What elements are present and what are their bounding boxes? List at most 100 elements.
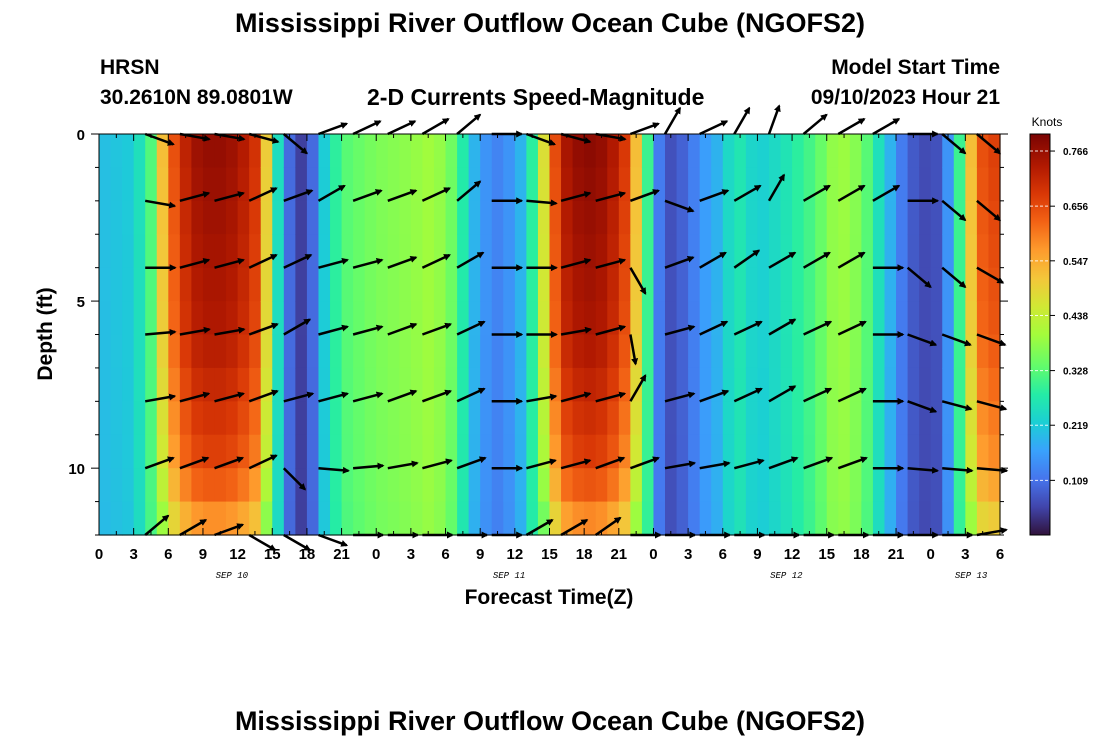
x-tick-label: 9 — [476, 546, 484, 563]
heatmap-cell — [422, 167, 435, 202]
current-vector — [699, 189, 730, 202]
heatmap-cell — [745, 134, 759, 169]
heatmap-cell — [433, 468, 447, 503]
heatmap-cell — [641, 134, 655, 169]
heatmap-cell — [433, 234, 447, 269]
heatmap-cell — [306, 267, 320, 302]
current-vector — [872, 184, 901, 202]
current-vector — [317, 184, 346, 202]
heatmap-cell — [491, 301, 504, 336]
heatmap-cell — [630, 501, 643, 536]
heatmap-cell — [468, 501, 481, 536]
heatmap-cell — [318, 200, 331, 235]
heatmap-cell — [260, 434, 273, 469]
heatmap-cell — [688, 200, 701, 235]
heatmap-cell — [549, 234, 562, 269]
heatmap-cell — [734, 134, 747, 169]
heatmap-cell — [145, 234, 158, 269]
heatmap-cell — [168, 434, 181, 469]
heatmap-cell — [930, 200, 943, 235]
heatmap-cell — [110, 367, 123, 402]
heatmap-cell — [849, 401, 862, 436]
heatmap-cell — [757, 501, 770, 536]
heatmap-cell — [237, 468, 250, 503]
heatmap-cell — [745, 367, 759, 402]
heatmap-cell — [699, 200, 712, 235]
heatmap-cell — [942, 334, 955, 369]
heatmap-cell — [410, 501, 424, 536]
heatmap-cell — [965, 167, 978, 202]
heatmap-cell — [792, 234, 805, 269]
heatmap-cell — [249, 468, 262, 503]
footer-title: Mississippi River Outflow Ocean Cube (NG… — [234, 706, 866, 736]
current-vector — [352, 462, 385, 470]
heatmap-cell — [988, 167, 1001, 202]
heatmap-cell — [283, 234, 296, 269]
heatmap-cell — [849, 468, 862, 503]
heatmap-cell — [318, 367, 331, 402]
current-vector — [214, 391, 245, 403]
heatmap-cell — [433, 134, 447, 169]
heatmap-cell — [919, 134, 932, 169]
heatmap-cell — [99, 234, 112, 269]
heatmap-cell — [815, 234, 828, 269]
heatmap-cell — [861, 134, 874, 169]
heatmap-cell — [688, 468, 701, 503]
heatmap-cell — [457, 301, 470, 336]
current-vector — [456, 251, 485, 269]
heatmap-cell — [237, 234, 250, 269]
heatmap-cell — [514, 267, 527, 302]
heatmap-cell — [653, 334, 666, 369]
current-vector — [283, 253, 313, 269]
heatmap-cell — [595, 367, 608, 402]
heatmap-cell — [457, 334, 470, 369]
heatmap-cell — [202, 501, 216, 536]
heatmap-cell — [641, 367, 655, 402]
x-tick-label: 18 — [299, 546, 316, 563]
heatmap-cell — [711, 234, 724, 269]
chart-title: Mississippi River Outflow Ocean Cube (NG… — [234, 8, 866, 38]
heatmap-cell — [803, 434, 816, 469]
heatmap-cell — [665, 167, 678, 202]
heatmap-cell — [641, 267, 655, 302]
heatmap-cell — [572, 267, 585, 302]
heatmap-cell — [330, 401, 343, 436]
heatmap-cell — [780, 334, 793, 369]
current-vector — [595, 132, 627, 142]
current-vector — [456, 387, 486, 403]
heatmap-cell — [688, 234, 701, 269]
heatmap-cell — [422, 134, 435, 169]
heatmap-cell — [630, 367, 643, 402]
heatmap-cell — [353, 367, 366, 402]
heatmap-cell — [145, 367, 158, 402]
current-vector — [422, 458, 453, 470]
heatmap-cell — [919, 434, 932, 469]
heatmap-cell — [330, 367, 343, 402]
heatmap-cell — [896, 301, 909, 336]
heatmap-cell — [907, 301, 920, 336]
heatmap-cell — [330, 334, 343, 369]
heatmap-cell — [607, 501, 620, 536]
heatmap-cell — [849, 501, 862, 536]
heatmap-cell — [734, 200, 747, 235]
heatmap-cell — [376, 301, 389, 336]
current-vector — [595, 324, 627, 336]
heatmap-cell — [838, 267, 851, 302]
heatmap-cell — [699, 301, 712, 336]
heatmap-cell — [387, 401, 400, 436]
heatmap-cell — [722, 134, 735, 169]
heatmap-cell — [849, 367, 862, 402]
heatmap-cell — [942, 434, 955, 469]
heatmap-cell — [99, 267, 112, 302]
heatmap-cell — [561, 501, 574, 536]
heatmap-cell — [468, 134, 481, 169]
heatmap-cell — [849, 134, 862, 169]
heatmap-cell — [156, 334, 169, 369]
x-tick-label: 12 — [507, 546, 524, 563]
heatmap-cell — [514, 167, 527, 202]
y-tick-label: 10 — [68, 461, 85, 478]
heatmap-cell — [722, 468, 735, 503]
heatmap-cell — [514, 200, 527, 235]
heatmap-cell — [965, 468, 978, 503]
heatmap-cell — [422, 468, 435, 503]
